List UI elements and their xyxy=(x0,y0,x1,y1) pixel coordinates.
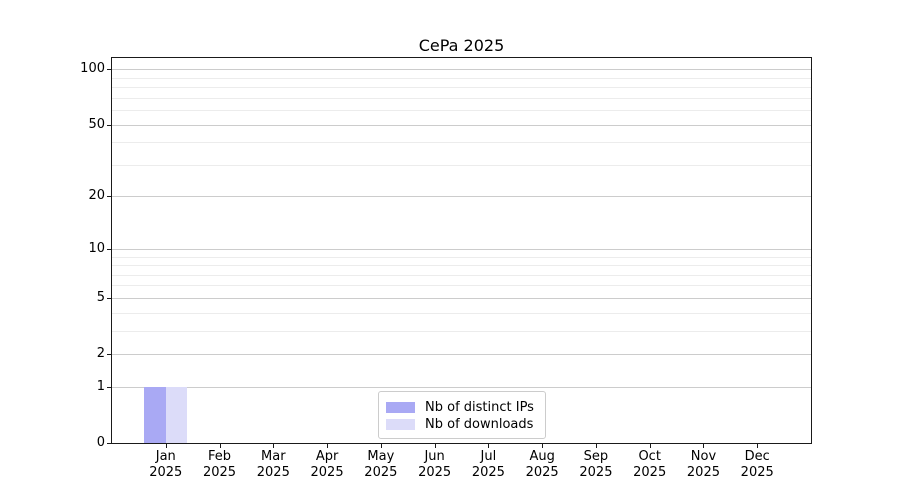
x-tick-mark-4 xyxy=(327,444,329,448)
major-gridline-10 xyxy=(112,248,811,250)
x-axis-tick-label-10: Oct 2025 xyxy=(633,449,667,480)
x-axis-tick-label-3: Mar 2025 xyxy=(256,449,290,480)
y-tick-mark-1 xyxy=(107,386,111,388)
x-axis-tick-label-7: Jul 2025 xyxy=(471,449,505,480)
legend-item-downloads: Nb of downloads xyxy=(379,416,545,433)
legend-label-distinct-ips: Nb of distinct IPs xyxy=(425,400,534,415)
x-tick-mark-9 xyxy=(595,444,597,448)
minor-gridline-7 xyxy=(112,274,811,276)
y-axis-tick-label-20: 20 xyxy=(88,188,105,204)
x-tick-mark-10 xyxy=(649,444,651,448)
major-gridline-100 xyxy=(112,69,811,71)
legend-item-distinct-ips: Nb of distinct IPs xyxy=(379,399,545,416)
legend-swatch-downloads xyxy=(386,419,415,430)
y-axis-tick-label-0: 0 xyxy=(96,435,105,450)
x-axis-tick-label-12: Dec 2025 xyxy=(740,449,774,480)
x-axis-tick-label-6: Jun 2025 xyxy=(418,449,452,480)
bar-nb-of-distinct-ips-jan-2025 xyxy=(144,386,166,443)
y-axis-tick-label-10: 10 xyxy=(88,240,105,256)
minor-gridline-3 xyxy=(112,330,811,332)
y-tick-mark-2 xyxy=(107,354,111,356)
y-axis-tick-label-100: 100 xyxy=(80,61,105,77)
bar-nb-of-downloads-jan-2025 xyxy=(165,386,188,443)
x-axis-tick-label-4: Apr 2025 xyxy=(310,449,344,480)
x-axis-tick-label-2: Feb 2025 xyxy=(202,449,237,480)
x-tick-mark-12 xyxy=(757,444,759,448)
minor-gridline-30 xyxy=(112,164,811,166)
minor-gridline-60 xyxy=(112,110,811,112)
minor-gridline-90 xyxy=(112,77,811,79)
x-tick-mark-7 xyxy=(488,444,490,448)
x-tick-mark-3 xyxy=(273,444,275,448)
x-axis-tick-label-9: Sep 2025 xyxy=(579,449,613,480)
minor-gridline-40 xyxy=(112,142,811,144)
y-axis-tick-label-1: 1 xyxy=(96,378,105,394)
x-tick-mark-5 xyxy=(380,444,382,448)
minor-gridline-70 xyxy=(112,97,811,99)
plot-area xyxy=(111,57,812,444)
minor-gridline-6 xyxy=(112,285,811,287)
minor-gridline-9 xyxy=(112,256,811,258)
y-tick-mark-50 xyxy=(107,124,111,126)
x-axis-tick-label-8: Aug 2025 xyxy=(525,449,559,480)
major-gridline-50 xyxy=(112,124,811,126)
minor-gridline-8 xyxy=(112,265,811,267)
y-axis-tick-label-50: 50 xyxy=(88,116,105,132)
legend-swatch-distinct-ips xyxy=(386,402,415,413)
y-axis-tick-label-5: 5 xyxy=(96,289,105,305)
legend: Nb of distinct IPs Nb of downloads xyxy=(378,391,546,439)
y-axis-tick-label-2: 2 xyxy=(96,346,105,362)
y-tick-mark-20 xyxy=(107,196,111,198)
y-tick-mark-5 xyxy=(107,297,111,299)
major-gridline-2 xyxy=(112,354,811,356)
x-axis-tick-label-11: Nov 2025 xyxy=(686,449,720,480)
x-tick-mark-8 xyxy=(542,444,544,448)
x-tick-mark-1 xyxy=(165,444,167,448)
y-tick-mark-100 xyxy=(107,69,111,71)
minor-gridline-80 xyxy=(112,87,811,89)
chart-title: CePa 2025 xyxy=(418,36,505,55)
major-gridline-5 xyxy=(112,297,811,299)
x-axis-tick-label-1: Jan 2025 xyxy=(149,449,183,480)
major-gridline-20 xyxy=(112,196,811,198)
legend-label-downloads: Nb of downloads xyxy=(425,417,534,432)
major-gridline-1 xyxy=(112,386,811,388)
x-axis-tick-label-5: May 2025 xyxy=(364,449,398,480)
x-tick-mark-2 xyxy=(219,444,221,448)
x-tick-mark-11 xyxy=(703,444,705,448)
y-tick-mark-0 xyxy=(107,443,111,444)
x-tick-mark-6 xyxy=(434,444,436,448)
y-tick-mark-10 xyxy=(107,248,111,250)
minor-gridline-4 xyxy=(112,312,811,314)
